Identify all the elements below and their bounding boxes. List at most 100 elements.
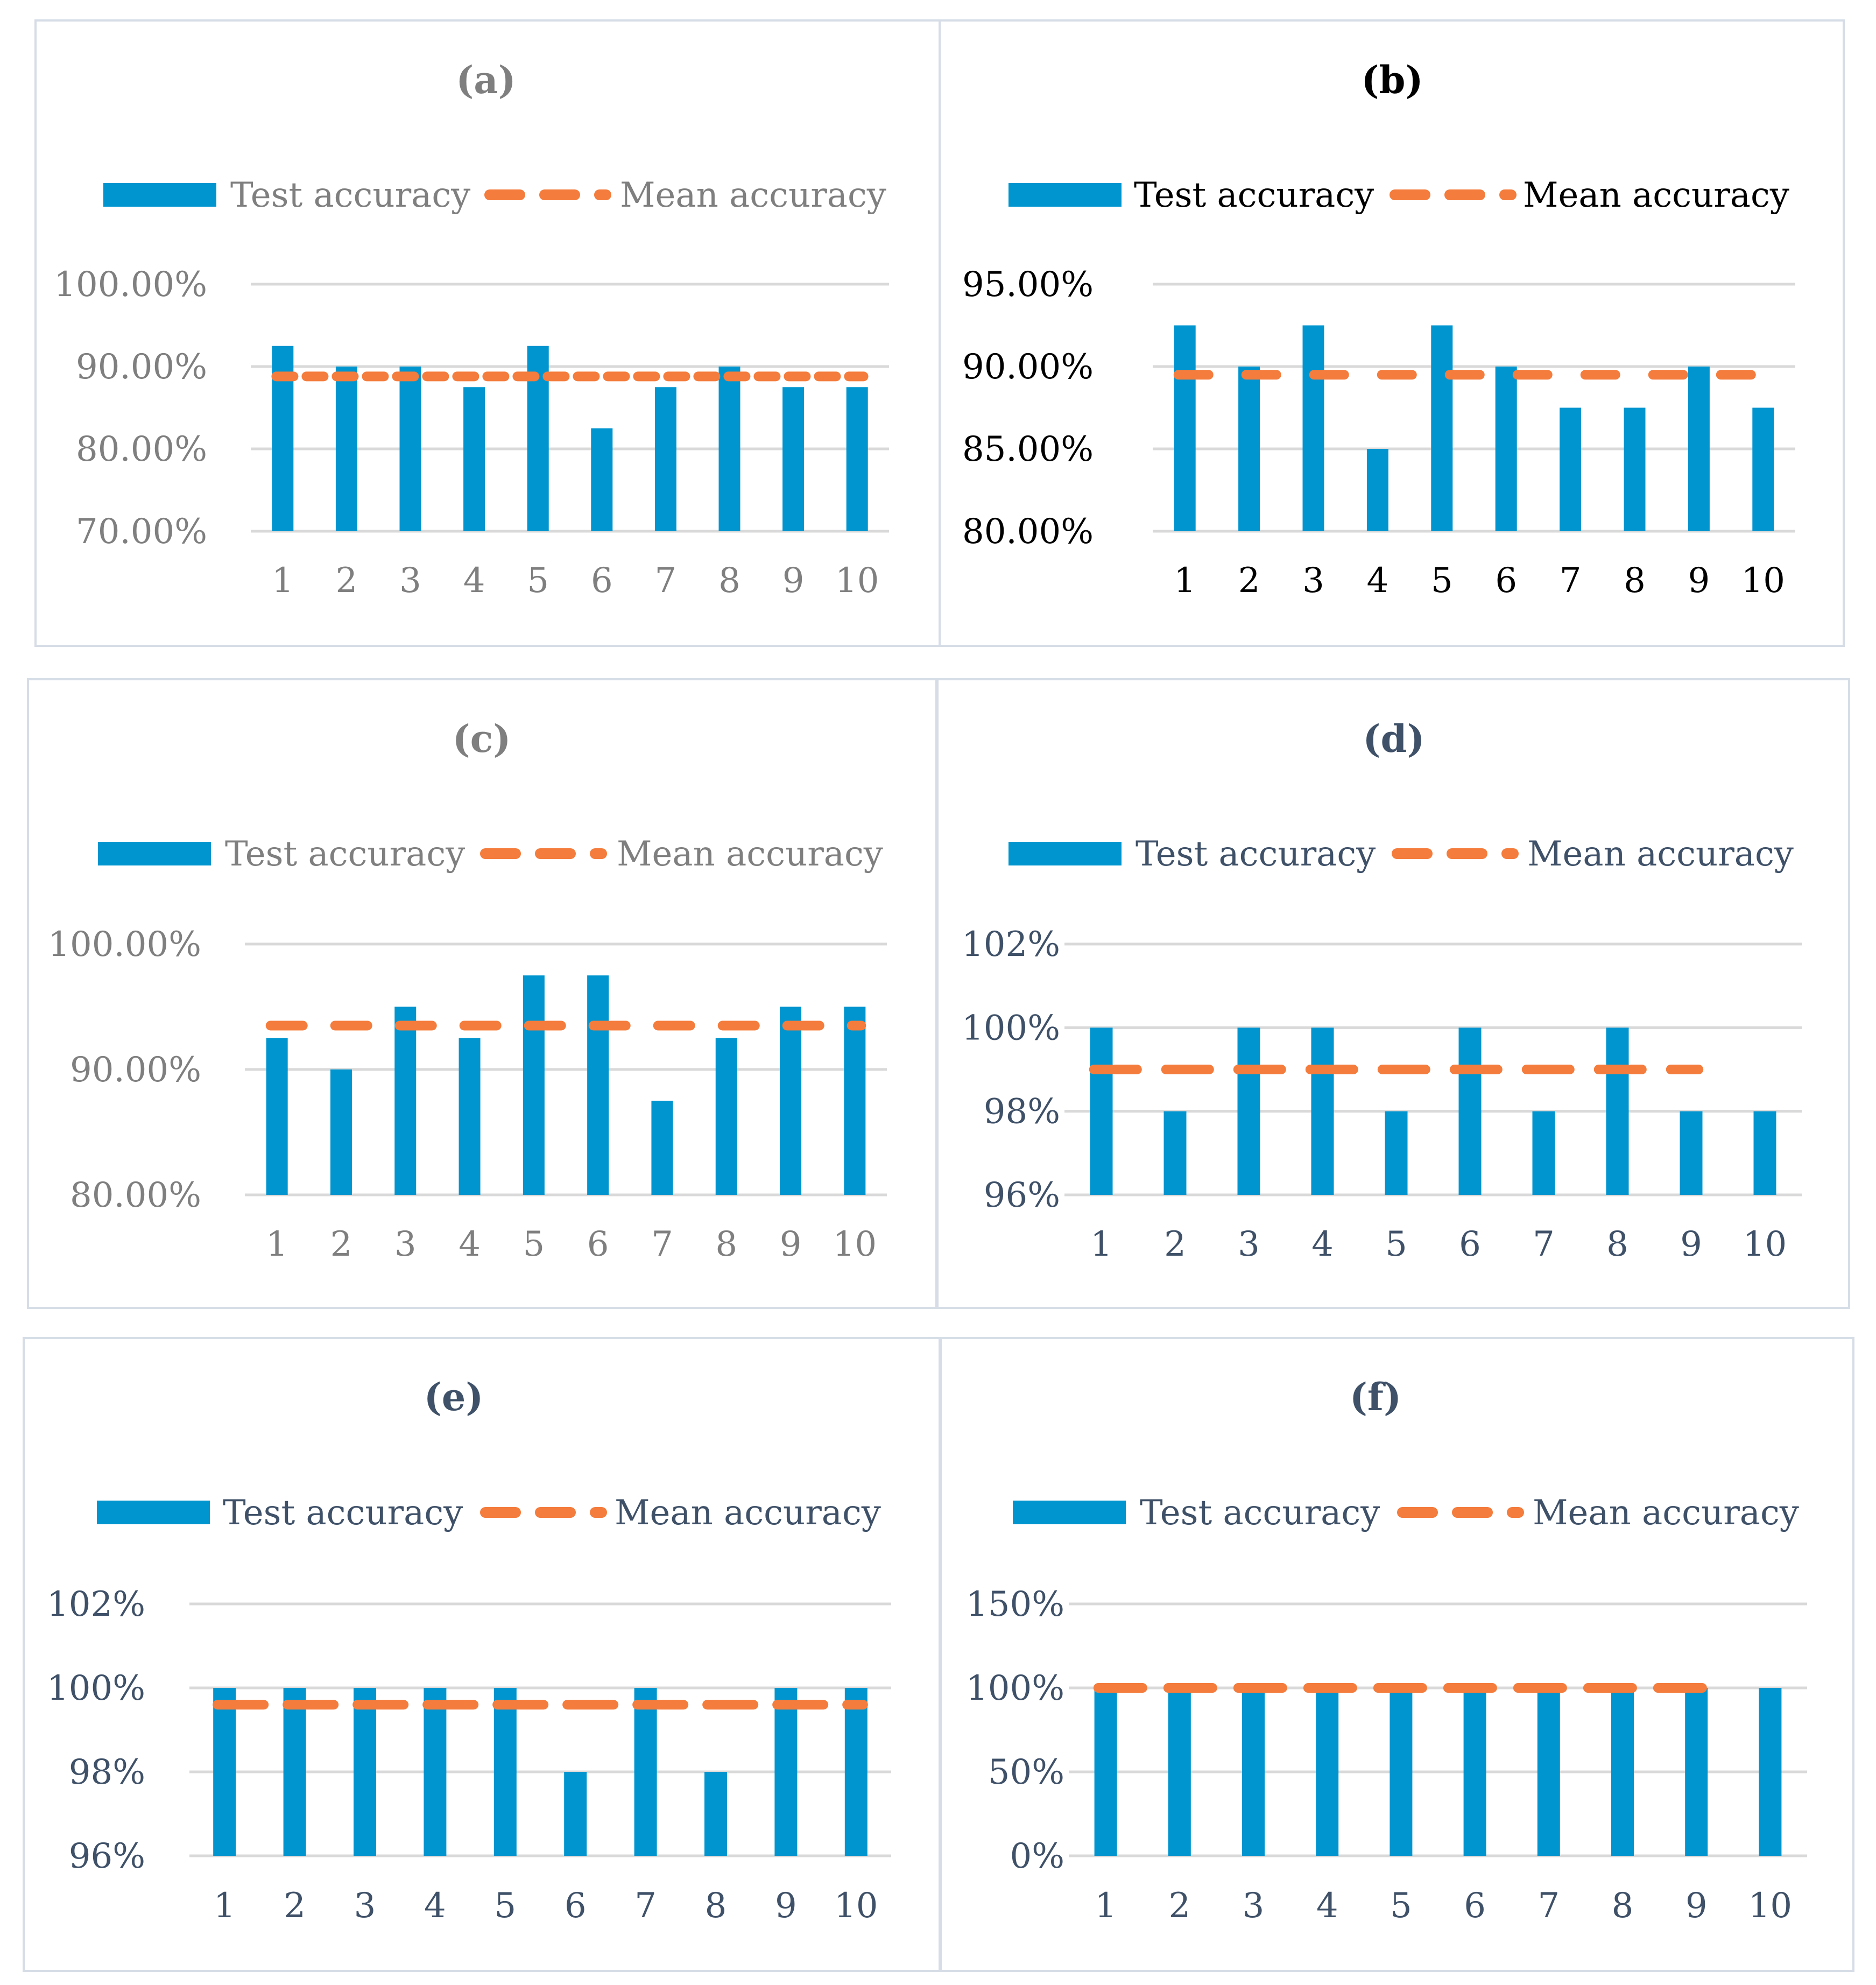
panel-c xyxy=(27,678,939,1309)
x-tick-label: 2 xyxy=(1168,1886,1190,1926)
panel-d xyxy=(935,678,1850,1309)
y-tick-label: 102% xyxy=(962,925,1060,965)
x-tick-label: 9 xyxy=(780,1224,802,1264)
y-tick-label: 96% xyxy=(69,1836,145,1876)
bar-test-accuracy xyxy=(1532,1111,1555,1195)
bar-test-accuracy xyxy=(1685,1688,1708,1856)
x-tick-label: 3 xyxy=(1302,561,1324,601)
x-tick-label: 10 xyxy=(834,1886,878,1926)
y-tick-label: 98% xyxy=(69,1752,145,1792)
x-tick-label: 2 xyxy=(336,561,358,601)
bar-test-accuracy xyxy=(782,387,805,531)
x-tick-label: 3 xyxy=(1243,1886,1265,1926)
x-tick-label: 1 xyxy=(272,561,294,601)
y-tick-label: 96% xyxy=(984,1175,1060,1215)
x-tick-label: 4 xyxy=(1367,561,1389,601)
x-tick-label: 3 xyxy=(1238,1224,1260,1264)
x-tick-label: 9 xyxy=(1688,561,1710,601)
legend-mean-label: Mean accuracy xyxy=(620,175,886,215)
legend-test-swatch xyxy=(1013,1501,1126,1524)
x-tick-label: 3 xyxy=(394,1224,417,1264)
y-tick-label: 100.00% xyxy=(48,925,201,965)
x-tick-label: 9 xyxy=(775,1886,797,1926)
legend-test-label: Test accuracy xyxy=(1136,834,1376,874)
x-tick-label: 5 xyxy=(1390,1886,1412,1926)
legend-mean-label: Mean accuracy xyxy=(1523,175,1789,215)
bar-test-accuracy xyxy=(780,1006,802,1195)
bar-test-accuracy xyxy=(424,1688,447,1856)
x-tick-label: 7 xyxy=(651,1224,673,1264)
bar-test-accuracy xyxy=(523,975,545,1195)
bar-test-accuracy xyxy=(330,1069,352,1195)
legend-test-swatch xyxy=(98,842,211,865)
y-tick-label: 95.00% xyxy=(962,265,1094,305)
y-tick-label: 80.00% xyxy=(70,1175,201,1215)
x-tick-label: 5 xyxy=(523,1224,545,1264)
x-tick-label: 2 xyxy=(284,1886,306,1926)
x-tick-label: 7 xyxy=(655,561,677,601)
legend-test-label: Test accuracy xyxy=(230,175,470,215)
chart-title: (d) xyxy=(1363,716,1424,761)
bar-test-accuracy xyxy=(1390,1688,1413,1856)
x-tick-label: 6 xyxy=(1464,1886,1486,1926)
x-tick-label: 6 xyxy=(591,561,613,601)
bar-test-accuracy xyxy=(394,1006,417,1195)
y-tick-label: 0% xyxy=(1010,1836,1064,1876)
legend-test-swatch xyxy=(103,183,216,207)
x-tick-label: 6 xyxy=(1459,1224,1481,1264)
bar-test-accuracy xyxy=(1237,1027,1260,1195)
chart-title: (b) xyxy=(1361,58,1423,102)
bar-test-accuracy xyxy=(651,1101,673,1195)
bar-test-accuracy xyxy=(493,1688,517,1856)
x-tick-label: 1 xyxy=(1095,1886,1117,1926)
x-tick-label: 1 xyxy=(266,1224,288,1264)
bar-test-accuracy xyxy=(1458,1027,1482,1195)
y-tick-label: 80.00% xyxy=(962,512,1094,552)
y-tick-label: 102% xyxy=(47,1585,145,1624)
x-tick-label: 10 xyxy=(1743,1224,1787,1264)
y-tick-label: 90.00% xyxy=(76,347,207,387)
x-tick-label: 7 xyxy=(1533,1224,1555,1264)
legend-test-swatch xyxy=(1008,183,1122,207)
y-tick-label: 90.00% xyxy=(962,347,1094,387)
bar-test-accuracy xyxy=(774,1688,798,1856)
x-tick-label: 5 xyxy=(494,1886,516,1926)
x-tick-label: 10 xyxy=(1748,1886,1792,1926)
legend-mean-label: Mean accuracy xyxy=(617,834,883,874)
bar-test-accuracy xyxy=(718,367,740,531)
bar-test-accuracy xyxy=(399,367,421,531)
bar-test-accuracy xyxy=(1385,1111,1408,1195)
bar-test-accuracy xyxy=(1174,325,1196,531)
legend-mean-label: Mean accuracy xyxy=(615,1493,881,1533)
bar-test-accuracy xyxy=(1611,1688,1634,1856)
y-tick-label: 70.00% xyxy=(76,512,207,552)
x-tick-label: 6 xyxy=(587,1224,609,1264)
bar-test-accuracy xyxy=(704,1772,727,1856)
x-tick-label: 4 xyxy=(463,561,485,601)
x-tick-label: 9 xyxy=(1685,1886,1708,1926)
bar-test-accuracy xyxy=(335,367,357,531)
bar-test-accuracy xyxy=(1302,325,1324,531)
bar-test-accuracy xyxy=(634,1688,657,1856)
x-tick-label: 7 xyxy=(1560,561,1582,601)
x-tick-label: 9 xyxy=(782,561,805,601)
bar-test-accuracy xyxy=(1753,1111,1776,1195)
x-tick-label: 7 xyxy=(1538,1886,1560,1926)
legend-mean-label: Mean accuracy xyxy=(1527,834,1794,874)
x-tick-label: 4 xyxy=(424,1886,446,1926)
chart-title: (f) xyxy=(1350,1375,1401,1419)
x-tick-label: 8 xyxy=(1624,561,1646,601)
x-tick-label: 10 xyxy=(835,561,879,601)
x-tick-label: 6 xyxy=(565,1886,587,1926)
bar-test-accuracy xyxy=(283,1688,306,1856)
bar-test-accuracy xyxy=(213,1688,236,1856)
bar-test-accuracy xyxy=(1238,367,1260,531)
bar-test-accuracy xyxy=(354,1688,376,1856)
bar-test-accuracy xyxy=(1366,449,1388,531)
bar-test-accuracy xyxy=(459,1038,481,1195)
bar-test-accuracy xyxy=(1495,367,1517,531)
y-tick-label: 100.00% xyxy=(54,265,207,305)
x-tick-label: 8 xyxy=(715,1224,737,1264)
chart-title: (a) xyxy=(456,58,516,102)
